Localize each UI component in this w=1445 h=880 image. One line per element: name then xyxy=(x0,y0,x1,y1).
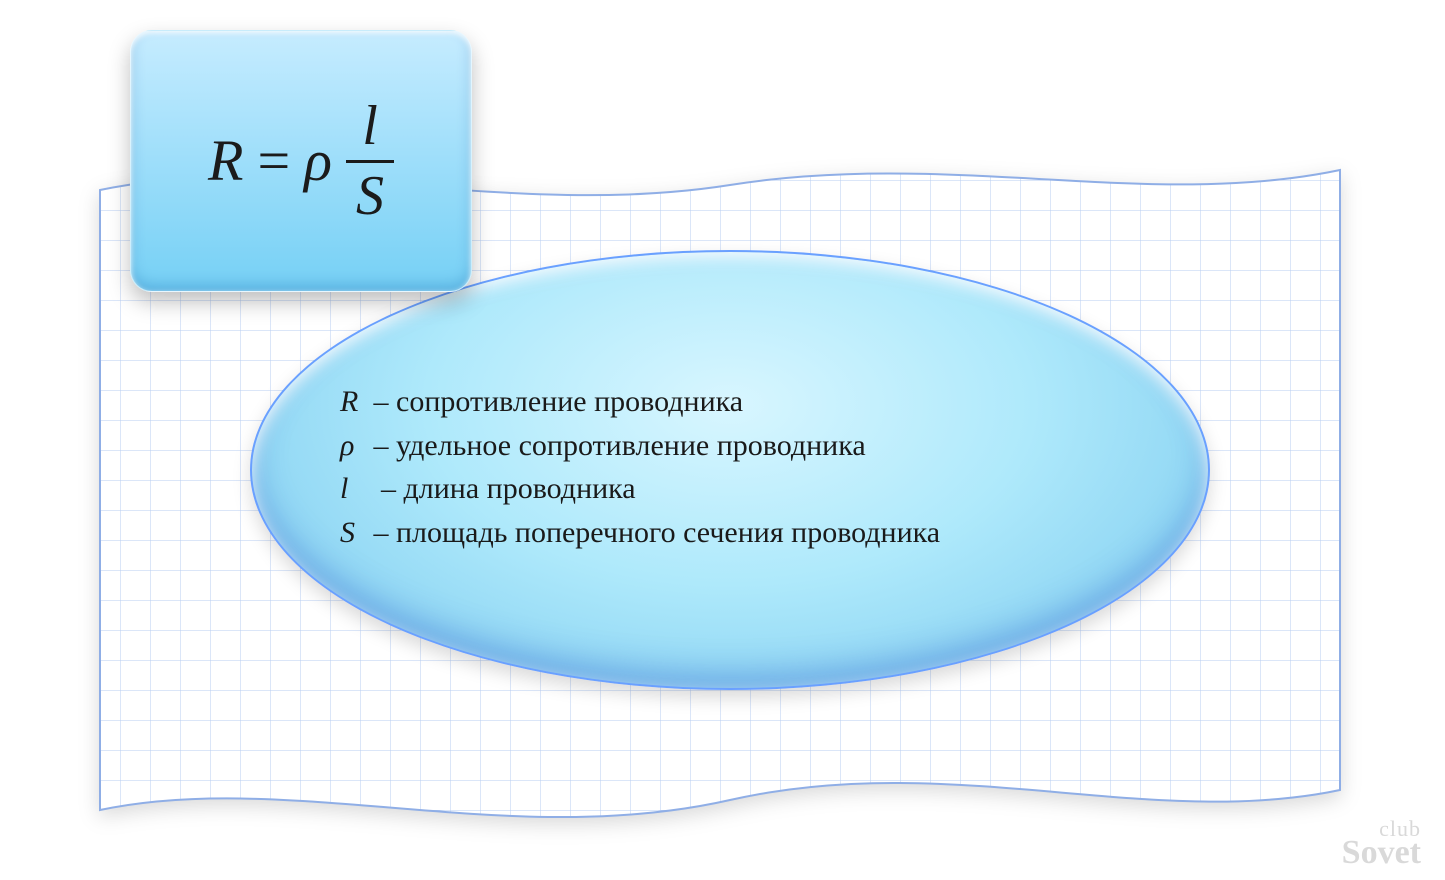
legend-symbol: R xyxy=(340,380,366,424)
legend-desc: длина проводника xyxy=(404,472,636,505)
formula-coeff: ρ xyxy=(304,132,332,190)
legend-symbol: l xyxy=(340,467,366,511)
formula-lhs: R xyxy=(208,132,243,190)
legend-dash: – xyxy=(374,429,389,462)
legend-dash: – xyxy=(374,516,389,549)
legend-dash: – xyxy=(374,385,389,418)
legend-row-S: S – площадь поперечного сечения проводни… xyxy=(340,511,1140,555)
legend-row-rho: ρ – удельное сопротивление проводника xyxy=(340,424,1140,468)
legend-dash: – xyxy=(381,472,396,505)
watermark-line1: club xyxy=(1342,820,1421,839)
stage: R – сопротивление проводника ρ – удельно… xyxy=(0,0,1445,880)
legend-desc: удельное сопротивление проводника xyxy=(396,429,866,462)
legend-row-R: R – сопротивление проводника xyxy=(340,380,1140,424)
formula: R = ρ l S xyxy=(208,97,394,226)
watermark-line2: Sovet xyxy=(1342,839,1421,868)
fraction-bar xyxy=(346,160,394,163)
formula-fraction: l S xyxy=(346,97,394,226)
legend-text: R – сопротивление проводника ρ – удельно… xyxy=(340,380,1140,554)
legend-desc: площадь поперечного сечения проводника xyxy=(396,516,940,549)
watermark: club Sovet xyxy=(1342,820,1421,868)
formula-denominator: S xyxy=(346,167,394,226)
legend-desc: сопротивление проводника xyxy=(396,385,743,418)
formula-numerator: l xyxy=(352,97,388,156)
formula-eq: = xyxy=(257,132,290,190)
legend-ellipse: R – сопротивление проводника ρ – удельно… xyxy=(250,250,1210,690)
formula-card: R = ρ l S xyxy=(130,30,472,292)
legend-row-l: l – длина проводника xyxy=(340,467,1140,511)
legend-symbol: ρ xyxy=(340,424,366,468)
legend-symbol: S xyxy=(340,511,366,555)
